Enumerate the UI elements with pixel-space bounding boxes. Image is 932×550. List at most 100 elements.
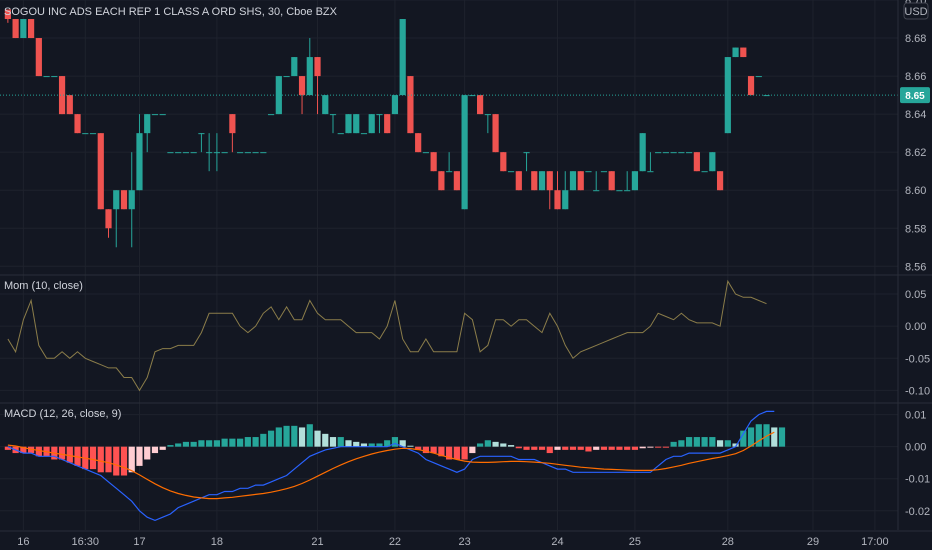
candle[interactable] — [453, 171, 460, 191]
candle[interactable] — [58, 76, 66, 115]
candle[interactable] — [616, 190, 623, 192]
candle[interactable] — [763, 95, 770, 97]
candle[interactable] — [655, 152, 662, 154]
candle[interactable] — [546, 171, 553, 210]
candle[interactable] — [446, 152, 453, 173]
candle[interactable] — [709, 152, 716, 172]
candle[interactable] — [113, 190, 120, 248]
candle[interactable] — [755, 76, 762, 78]
candle[interactable] — [237, 152, 244, 154]
candle[interactable] — [407, 76, 414, 134]
candle[interactable] — [229, 114, 236, 153]
candle[interactable] — [345, 114, 352, 134]
candle[interactable] — [4, 9, 11, 23]
candle[interactable] — [391, 95, 399, 115]
candle[interactable] — [693, 152, 700, 172]
candle[interactable] — [120, 190, 128, 210]
candle[interactable] — [662, 152, 669, 154]
candle[interactable] — [631, 171, 639, 191]
candle[interactable] — [538, 171, 546, 191]
candle[interactable] — [701, 171, 708, 173]
candle[interactable] — [732, 47, 739, 58]
candle[interactable] — [353, 114, 360, 134]
candle[interactable] — [151, 114, 159, 116]
candle[interactable] — [500, 152, 507, 172]
candle[interactable] — [376, 114, 383, 134]
candle[interactable] — [275, 76, 282, 115]
candle[interactable] — [252, 152, 259, 154]
candle[interactable] — [144, 114, 151, 153]
candle[interactable] — [267, 114, 275, 116]
candle[interactable] — [608, 171, 615, 191]
candle[interactable] — [469, 95, 476, 97]
candle[interactable] — [43, 76, 50, 78]
candle[interactable] — [306, 38, 313, 96]
momentum-panel[interactable] — [7, 279, 767, 392]
candle[interactable] — [159, 114, 166, 116]
candle[interactable] — [624, 171, 631, 192]
candle[interactable] — [182, 152, 190, 154]
candle[interactable] — [360, 133, 368, 135]
candle[interactable] — [35, 38, 42, 77]
candle[interactable] — [322, 95, 329, 115]
candle[interactable] — [51, 76, 58, 78]
candle[interactable] — [415, 133, 422, 153]
candle[interactable] — [554, 171, 561, 210]
candle[interactable] — [507, 171, 515, 173]
candle[interactable] — [12, 19, 19, 39]
candle[interactable] — [670, 152, 677, 154]
candle[interactable] — [577, 171, 584, 191]
candle[interactable] — [175, 152, 182, 154]
candle[interactable] — [678, 152, 685, 154]
price-panel[interactable]: 8.65 — [0, 9, 930, 248]
candle[interactable] — [89, 133, 97, 135]
candle[interactable] — [337, 133, 344, 135]
candle[interactable] — [639, 133, 646, 172]
candle[interactable] — [20, 19, 27, 39]
macd-panel[interactable] — [4, 410, 786, 522]
candle[interactable] — [399, 19, 406, 96]
currency-button[interactable]: USD — [903, 2, 929, 20]
candle[interactable] — [438, 171, 445, 191]
candle[interactable] — [260, 152, 267, 154]
candle[interactable] — [422, 152, 430, 154]
candle[interactable] — [190, 152, 197, 154]
candle[interactable] — [515, 171, 522, 191]
candle[interactable] — [492, 114, 499, 153]
panel-separators[interactable] — [0, 0, 932, 532]
candle[interactable] — [74, 114, 81, 134]
candle[interactable] — [484, 114, 491, 134]
candle[interactable] — [105, 209, 112, 238]
candle[interactable] — [298, 76, 306, 115]
candle[interactable] — [430, 152, 437, 172]
candle[interactable] — [27, 19, 35, 39]
candle[interactable] — [198, 133, 205, 153]
candle[interactable] — [647, 152, 654, 173]
candle[interactable] — [244, 152, 251, 154]
candle[interactable] — [569, 171, 577, 191]
candle[interactable] — [600, 171, 608, 173]
candle[interactable] — [66, 95, 73, 115]
candle[interactable] — [476, 95, 484, 115]
candle[interactable] — [167, 152, 174, 154]
candle[interactable] — [716, 171, 724, 191]
candle[interactable] — [585, 171, 592, 173]
candle[interactable] — [206, 133, 213, 172]
candle[interactable] — [314, 57, 321, 115]
candle[interactable] — [593, 171, 600, 192]
candle[interactable] — [562, 171, 569, 210]
candle[interactable] — [291, 57, 298, 77]
candle[interactable] — [213, 133, 220, 172]
candle[interactable] — [136, 114, 143, 191]
candle[interactable] — [368, 114, 375, 134]
candle[interactable] — [221, 152, 228, 154]
candle[interactable] — [523, 152, 530, 172]
candle[interactable] — [724, 57, 731, 134]
candle[interactable] — [82, 133, 89, 135]
candle[interactable] — [329, 114, 337, 134]
candle[interactable] — [531, 171, 538, 191]
candle[interactable] — [461, 95, 468, 210]
candle[interactable] — [747, 76, 755, 96]
candle[interactable] — [283, 76, 290, 78]
